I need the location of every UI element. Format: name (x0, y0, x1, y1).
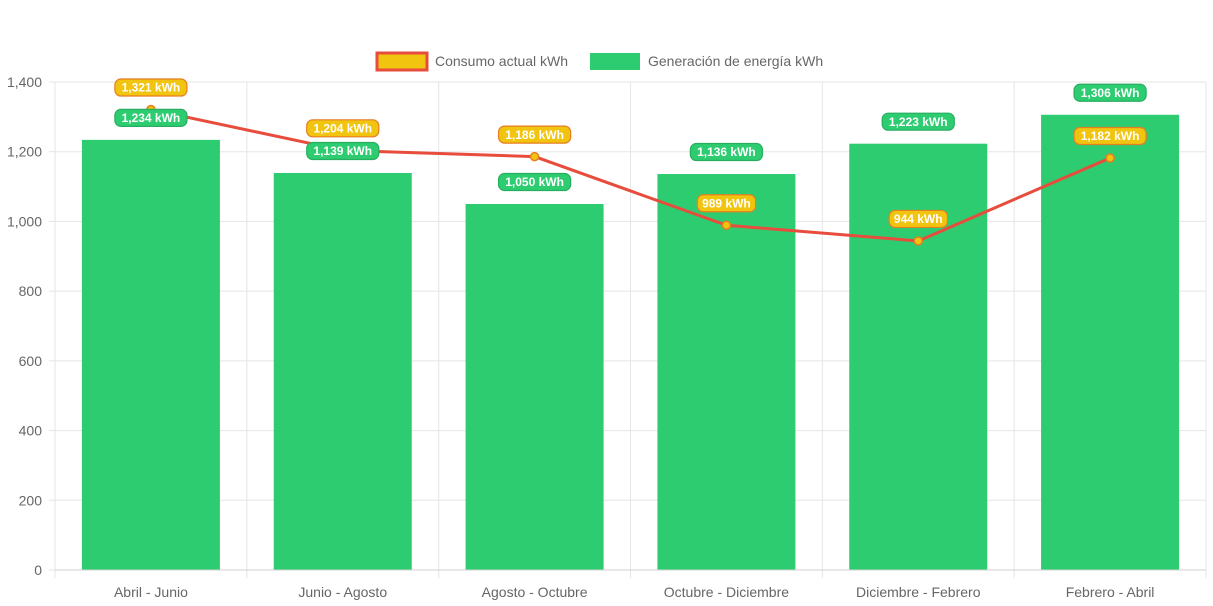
data-label-consumo-text: 944 kWh (894, 212, 943, 226)
legend-item-consumo[interactable]: Consumo actual kWh (375, 51, 568, 72)
y-tick-label: 1,200 (7, 144, 42, 160)
data-label-generacion-bg (1073, 83, 1147, 102)
legend-swatch-consumo (375, 51, 429, 72)
y-tick-label: 1,000 (7, 213, 42, 229)
data-label-consumo: 1,186 kWh (497, 125, 572, 144)
data-label-generacion-text: 1,223 kWh (889, 115, 948, 129)
data-label-consumo-text: 1,321 kWh (122, 81, 181, 95)
data-label-generacion-text: 1,050 kWh (505, 175, 564, 189)
data-label-generacion-bg (497, 172, 572, 192)
data-label-generacion: 1,306 kWh (1073, 83, 1147, 102)
x-tick-label: Abril - Junio (114, 584, 188, 600)
point-consumo[interactable] (529, 151, 540, 162)
data-label-generacion-text: 1,234 kWh (122, 111, 181, 125)
point-consumo[interactable] (913, 236, 923, 246)
x-tick-label: Agosto - Octubre (482, 584, 588, 600)
bar-generacion[interactable] (81, 139, 220, 570)
data-label-generacion-bg (114, 108, 188, 127)
data-label-generacion: 1,139 kWh (306, 141, 380, 161)
y-tick-label: 600 (19, 353, 43, 369)
data-label-generacion-text: 1,306 kWh (1081, 86, 1140, 100)
data-label-consumo-text: 1,182 kWh (1081, 129, 1140, 143)
data-label-consumo: 1,321 kWh (114, 78, 188, 97)
data-label-generacion-bg (306, 141, 380, 161)
data-label-consumo: 944 kWh (888, 209, 948, 229)
bar-generacion[interactable] (1041, 114, 1180, 570)
data-label-generacion-text: 1,136 kWh (697, 145, 756, 159)
data-label-consumo-bg (1073, 126, 1147, 146)
data-labels: 1,234 kWh 1,139 kWh 1,050 kWh 1,136 kWh 1,22… (114, 78, 1147, 229)
y-tick-label: 800 (19, 283, 43, 299)
data-label-consumo-bg (497, 125, 572, 144)
y-tick-label: 200 (19, 492, 43, 508)
grid (54, 81, 1207, 578)
x-tick-label: Diciembre - Febrero (856, 584, 981, 600)
data-label-consumo-bg (696, 194, 757, 213)
data-label-consumo-bg (888, 209, 948, 229)
x-tick-label: Octubre - Diciembre (664, 584, 789, 600)
legend-item-generacion[interactable]: Generación de energía kWh (590, 53, 823, 70)
legend-label-generacion: Generación de energía kWh (648, 53, 823, 69)
data-label-consumo-bg (306, 119, 380, 138)
bar-generacion[interactable] (849, 143, 988, 570)
legend-label-consumo: Consumo actual kWh (435, 53, 568, 69)
legend: Consumo actual kWh Generación de energía… (375, 51, 823, 72)
x-tick-label: Febrero - Abril (1066, 584, 1155, 600)
data-label-consumo-bg (114, 78, 188, 97)
data-label-generacion: 1,223 kWh (881, 112, 955, 131)
y-tick-label: 0 (34, 562, 42, 578)
data-label-generacion: 1,234 kWh (114, 108, 188, 127)
legend-swatch-generacion (590, 53, 640, 70)
data-label-generacion-bg (689, 142, 764, 162)
point-consumo[interactable] (1105, 153, 1115, 163)
bar-generacion[interactable] (273, 172, 412, 570)
data-label-generacion-text: 1,139 kWh (313, 144, 372, 158)
data-label-consumo: 1,182 kWh (1073, 126, 1147, 146)
y-tick-label: 400 (19, 423, 43, 439)
bar-generacion[interactable] (657, 174, 796, 570)
data-label-generacion: 1,136 kWh (689, 142, 764, 162)
axes: 0 200 400 600 800 1,000 1,200 1,400 Abril - Juni… (7, 74, 1206, 600)
bar-generacion[interactable] (465, 204, 604, 570)
data-label-generacion: 1,050 kWh (497, 172, 572, 192)
y-tick-label: 1,400 (7, 74, 42, 90)
point-consumo[interactable] (721, 220, 732, 231)
data-label-generacion-bg (881, 112, 955, 131)
x-tick-label: Junio - Agosto (298, 584, 387, 600)
bar-series (81, 114, 1180, 570)
data-label-consumo-text: 1,204 kWh (313, 122, 372, 136)
data-label-consumo: 989 kWh (696, 194, 757, 213)
data-label-consumo-text: 1,186 kWh (505, 128, 564, 142)
data-label-consumo: 1,204 kWh (306, 119, 380, 138)
data-label-consumo-text: 989 kWh (702, 196, 751, 210)
